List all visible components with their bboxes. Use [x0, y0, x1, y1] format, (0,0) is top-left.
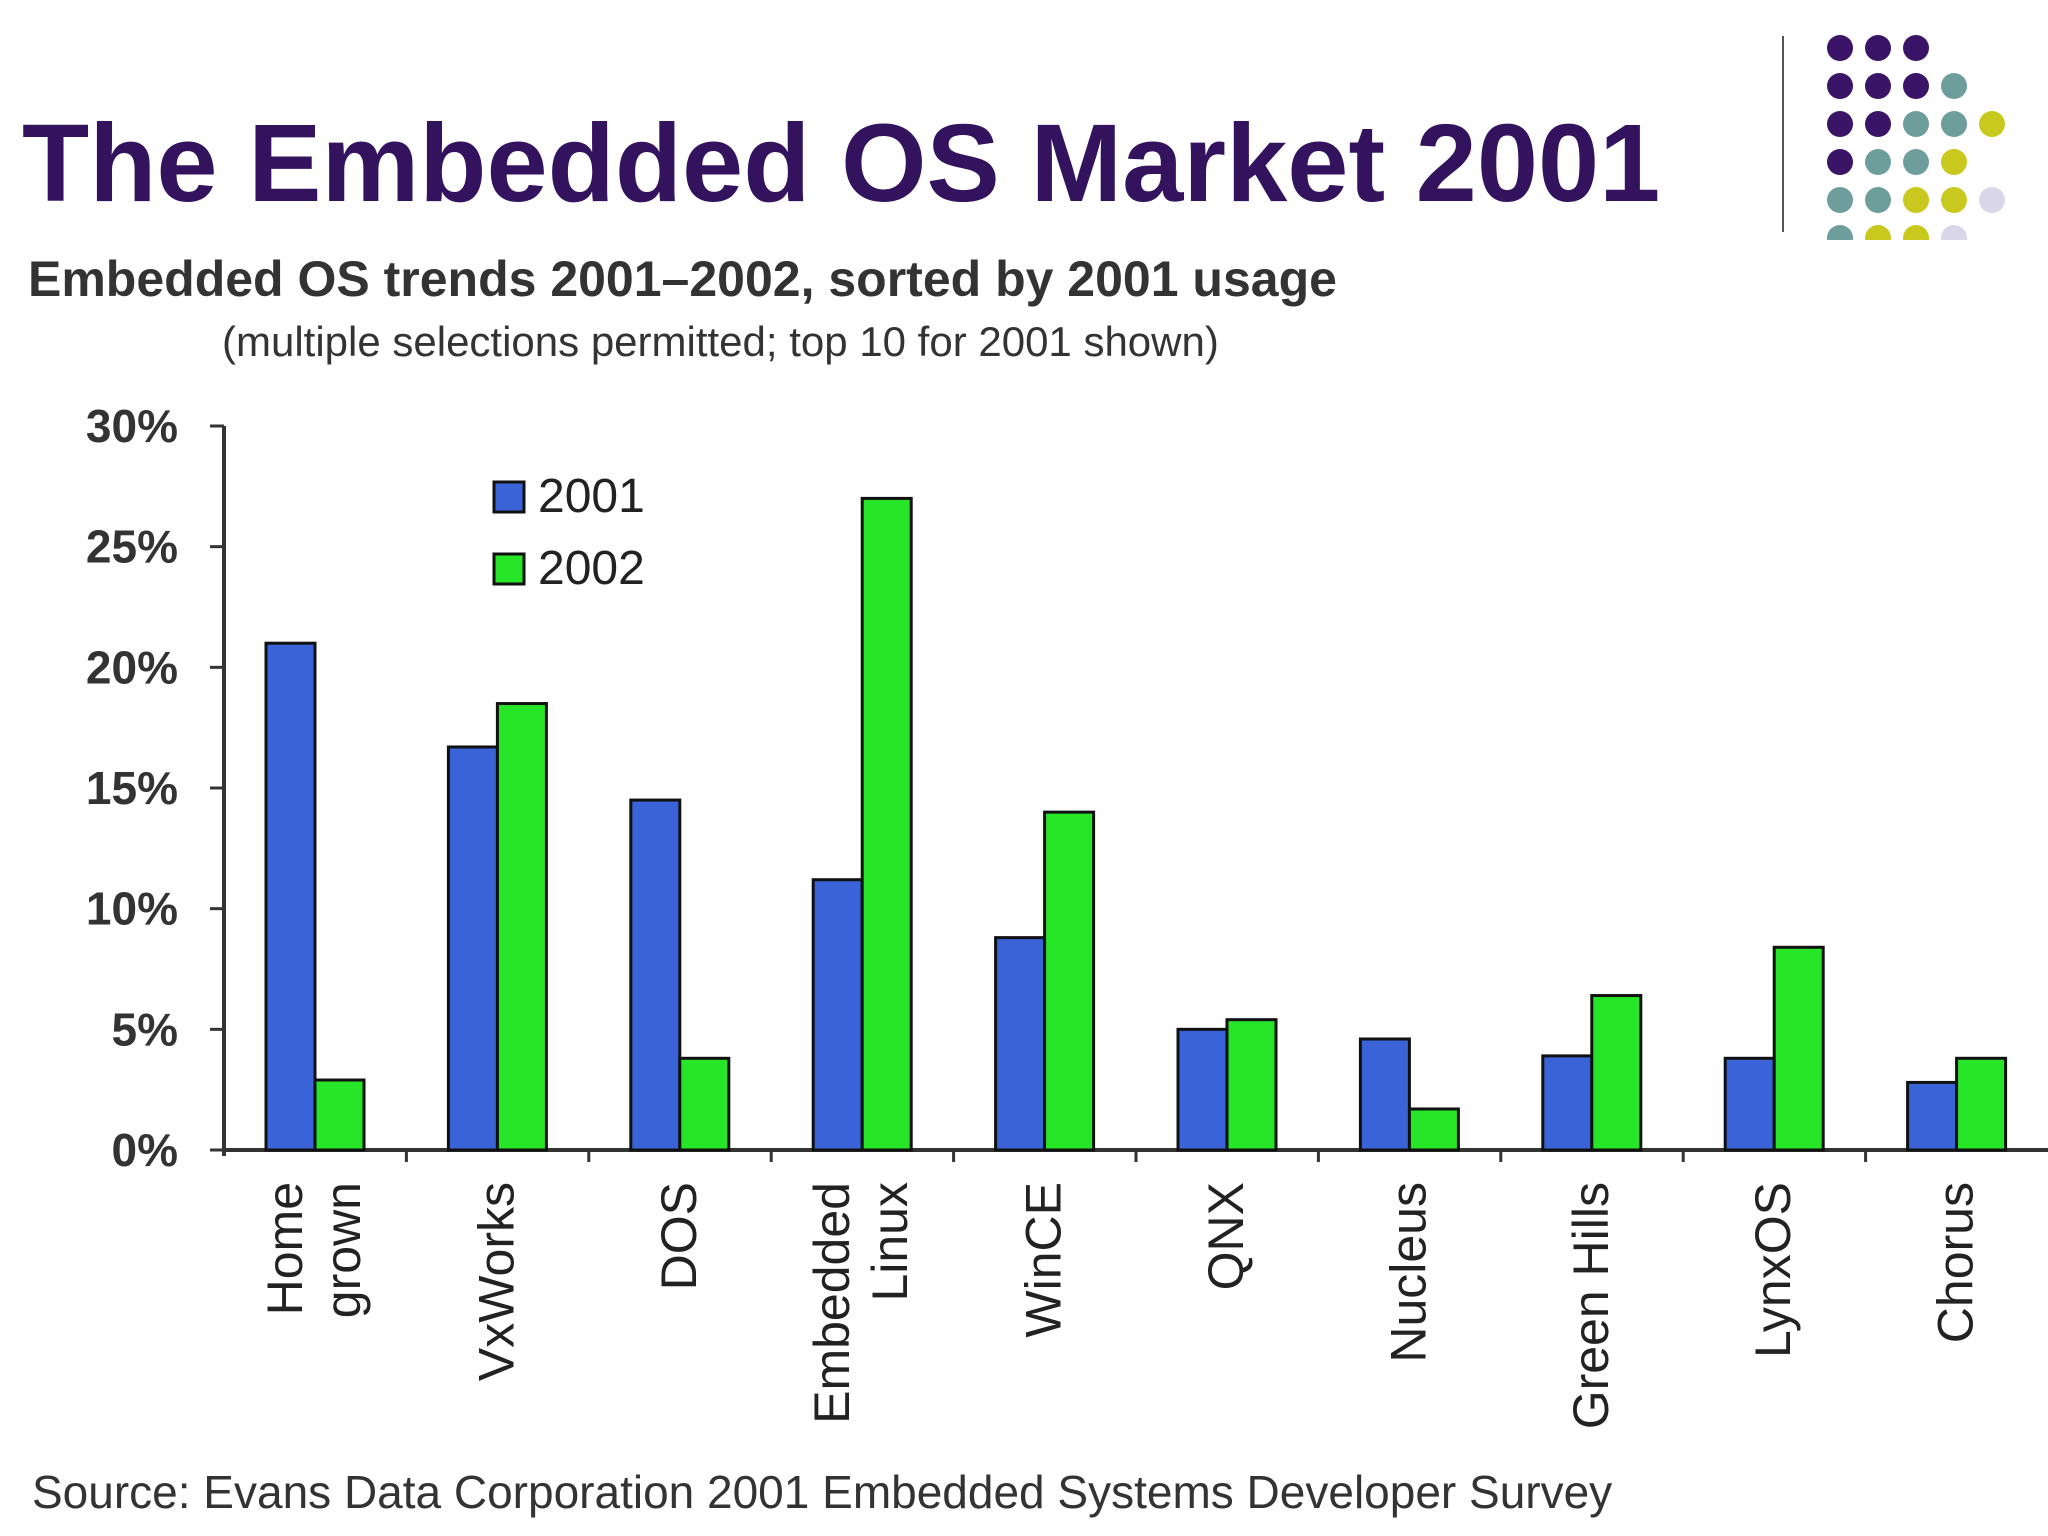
- y-tick-label: 25%: [86, 521, 178, 573]
- bar-2002: [678, 1056, 731, 1152]
- bar-2001: [1358, 1037, 1411, 1152]
- chart-subtitle: (multiple selections permitted; top 10 f…: [222, 318, 1219, 365]
- x-tick-label: grown: [315, 1182, 371, 1318]
- slide-title: The Embedded OS Market 2001: [22, 102, 1661, 225]
- y-tick-label: 5%: [112, 1003, 178, 1055]
- bar-2002: [1225, 1018, 1278, 1152]
- bar-2001: [1723, 1056, 1776, 1152]
- y-tick-label: 0%: [112, 1124, 178, 1176]
- x-tick-label: Green Hills: [1563, 1182, 1619, 1429]
- bar-2001: [1906, 1080, 1959, 1152]
- legend-label: 2001: [538, 470, 645, 523]
- x-tick-label: QNX: [1198, 1182, 1254, 1290]
- bar-2002: [495, 702, 548, 1152]
- y-tick-label: 15%: [86, 762, 178, 814]
- title-divider: [1782, 36, 1784, 232]
- x-tick-label: VxWorks: [468, 1182, 524, 1381]
- y-tick-label: 30%: [86, 400, 178, 452]
- x-tick-label: Embedded: [804, 1182, 860, 1424]
- x-tick-label: LynxOS: [1745, 1182, 1801, 1358]
- bar-2002: [1772, 945, 1825, 1152]
- bar-2002: [860, 496, 913, 1152]
- bar-2001: [1176, 1027, 1229, 1152]
- bar-2002: [1955, 1056, 2008, 1152]
- x-tick-label: DOS: [651, 1182, 707, 1290]
- legend-swatch-2002: [492, 552, 526, 586]
- bar-2001: [811, 878, 864, 1152]
- bar-2001: [994, 936, 1047, 1152]
- bar-2002: [313, 1078, 366, 1152]
- bar-2002: [1407, 1107, 1460, 1152]
- bar-2001: [629, 798, 682, 1152]
- x-tick-label: Linux: [862, 1182, 918, 1302]
- y-tick-label: 20%: [86, 641, 178, 693]
- y-tick-label: 10%: [86, 883, 178, 935]
- chart-source: Source: Evans Data Corporation 2001 Embe…: [32, 1466, 1612, 1518]
- x-tick-label: Home: [257, 1182, 313, 1315]
- x-tick-label: Nucleus: [1380, 1182, 1436, 1363]
- bar-2001: [446, 745, 499, 1152]
- legend-swatch-2001: [492, 480, 526, 514]
- legend-label: 2002: [538, 542, 645, 595]
- bar-2002: [1590, 994, 1643, 1152]
- bar-2001: [264, 641, 317, 1152]
- chart-title: Embedded OS trends 2001–2002, sorted by …: [28, 251, 1337, 307]
- bar-2001: [1541, 1054, 1594, 1152]
- bar-2002: [1043, 810, 1096, 1152]
- x-tick-label: Chorus: [1928, 1182, 1984, 1343]
- x-tick-label: WinCE: [1016, 1182, 1072, 1338]
